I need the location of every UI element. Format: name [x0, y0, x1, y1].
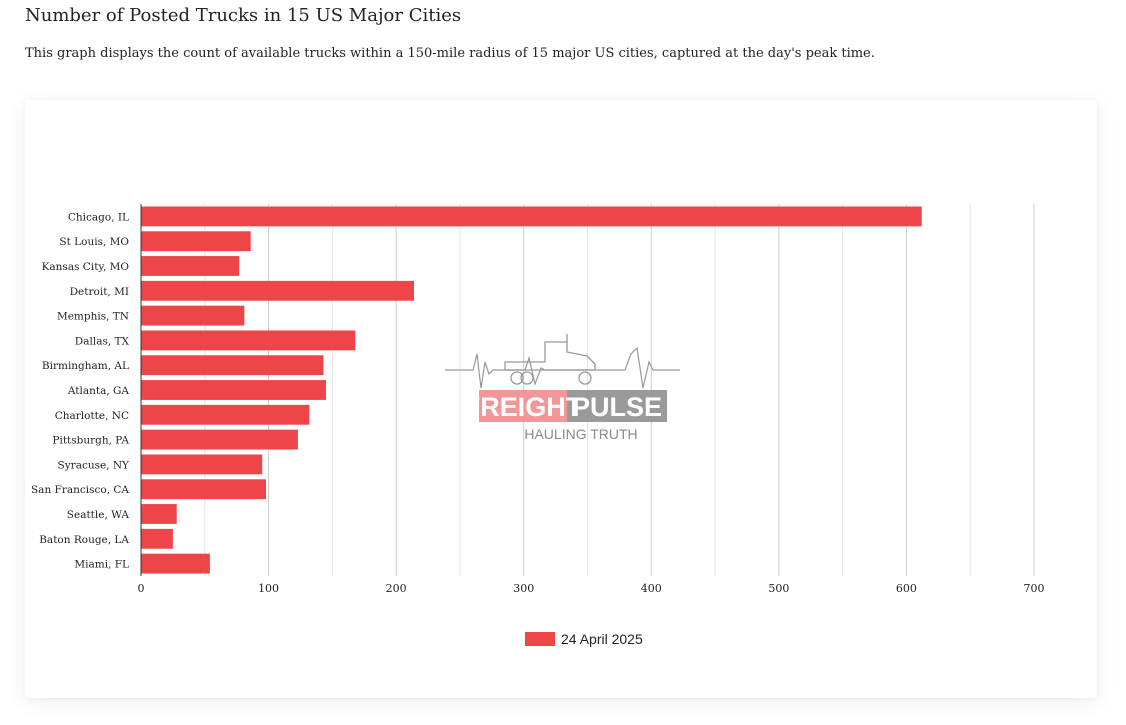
brand-tagline-text: HAULING TRUTH — [524, 426, 637, 442]
x-tick-label: 200 — [386, 582, 407, 595]
category-label: Charlotte, NC — [55, 410, 129, 422]
brand-right-text: PULSE — [572, 392, 662, 422]
bar[interactable] — [141, 355, 324, 376]
category-label: Chicago, IL — [68, 211, 129, 223]
bar[interactable] — [141, 429, 298, 450]
truck-icon — [504, 334, 596, 385]
category-label: Baton Rouge, LA — [39, 534, 129, 546]
x-tick-label: 500 — [768, 582, 789, 595]
bar[interactable] — [141, 479, 267, 500]
legend-swatch — [525, 632, 555, 646]
brand-left-text: FREIGHT — [464, 392, 583, 422]
category-label: Birmingham, AL — [42, 360, 129, 372]
category-label: Detroit, MI — [70, 286, 129, 298]
bar-chart: Chicago, IL St Louis, MO Kansas City, MO De… — [31, 204, 1045, 595]
bar[interactable] — [141, 305, 245, 326]
legend-label: 24 April 2025 — [561, 631, 643, 647]
chart-legend: 24 April 2025 — [525, 631, 643, 647]
category-label: Atlanta, GA — [67, 385, 130, 397]
bar[interactable] — [141, 454, 263, 475]
bar[interactable] — [141, 256, 240, 276]
freight-pulse-logo: FREIGHT PULSE HAULING TRUTH — [445, 334, 680, 442]
bar[interactable] — [141, 206, 922, 227]
page-description: This graph displays the count of availab… — [25, 46, 875, 61]
x-tick-labels: 0 100 200 300 400 500 600 700 — [138, 582, 1045, 595]
bar[interactable] — [141, 404, 310, 425]
bars — [141, 206, 922, 574]
bar[interactable] — [141, 504, 177, 524]
category-label: Miami, FL — [74, 559, 129, 571]
bar[interactable] — [141, 528, 173, 549]
category-label: Dallas, TX — [75, 335, 130, 347]
x-tick-label: 700 — [1024, 582, 1045, 595]
category-label: Kansas City, MO — [42, 261, 130, 273]
category-label: Seattle, WA — [67, 509, 130, 521]
bar[interactable] — [141, 231, 251, 252]
heartbeat-line-icon — [445, 346, 680, 389]
category-label: Pittsburgh, PA — [52, 435, 129, 447]
chart-card: Chicago, IL St Louis, MO Kansas City, MO De… — [25, 100, 1097, 698]
page-title: Number of Posted Trucks in 15 US Major C… — [25, 5, 462, 26]
x-tick-label: 400 — [641, 582, 662, 595]
bar[interactable] — [141, 330, 356, 351]
category-label: Syracuse, NY — [58, 459, 131, 471]
x-tick-label: 0 — [138, 582, 145, 595]
category-label: Memphis, TN — [57, 311, 129, 323]
category-labels: Chicago, IL St Louis, MO Kansas City, MO De… — [31, 211, 130, 570]
x-tick-label: 300 — [513, 582, 534, 595]
x-tick-label: 100 — [258, 582, 279, 595]
category-label: St Louis, MO — [59, 236, 129, 248]
bar[interactable] — [141, 280, 415, 301]
category-label: San Francisco, CA — [31, 484, 129, 496]
x-tick-label: 600 — [896, 582, 917, 595]
bar[interactable] — [141, 553, 210, 574]
bar[interactable] — [141, 380, 326, 400]
